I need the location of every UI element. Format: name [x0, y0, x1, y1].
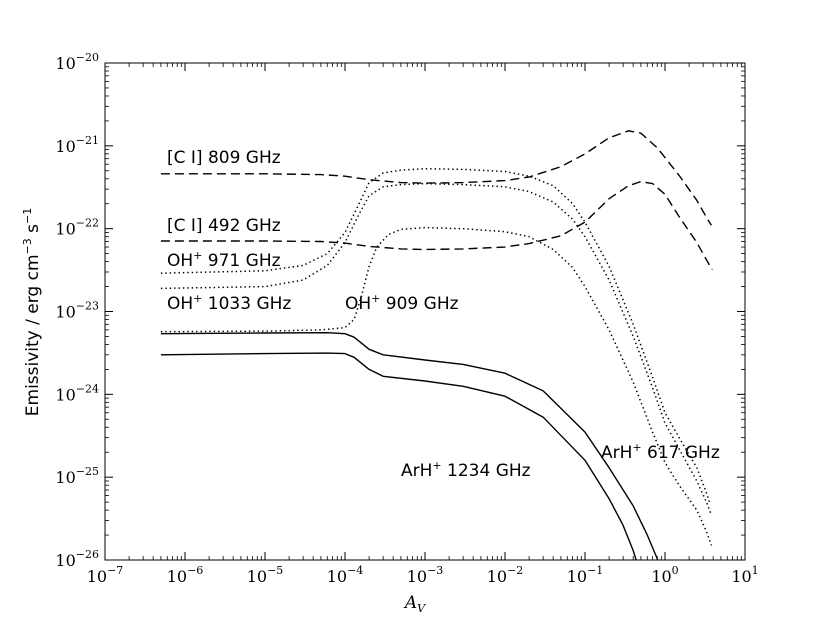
series-arh-1234-ghz [160, 352, 637, 560]
series-arh-617-ghz [160, 332, 659, 560]
y-tick-label: 10−25 [55, 465, 99, 487]
y-tick-label: 10−23 [55, 300, 99, 322]
x-tick-label: 10−4 [327, 564, 364, 586]
x-tick-label: 100 [651, 564, 678, 586]
y-tick-label: 10−21 [55, 134, 99, 156]
y-tick-label: 10−22 [55, 217, 99, 239]
plot-area [105, 63, 745, 560]
annotation-oh1033: OH+ 1033 GHz [167, 292, 291, 314]
x-tick-label: 10−7 [87, 564, 124, 586]
annotation-arh617: ArH+ 617 GHz [601, 441, 720, 463]
x-tick-label: 101 [731, 564, 758, 586]
x-tick-label: 10−3 [407, 564, 444, 586]
y-axis-title: Emissivity / erg cm−3 s−1 [21, 208, 43, 416]
x-tick-label: 10−2 [487, 564, 524, 586]
x-tick-label: 10−6 [167, 564, 204, 586]
tick-labels: 10−7 10−6 10−5 10−4 10−3 10−2 10−1 100 101 10−26 1… [55, 51, 758, 586]
annotation-ci809: [C I] 809 GHz [167, 148, 281, 168]
annotation-oh909: OH+ 909 GHz [345, 292, 459, 314]
annotation-ci492: [C I] 492 GHz [167, 216, 281, 236]
y-tick-label: 10−20 [55, 51, 99, 73]
series-layer [160, 130, 713, 560]
annotation-arh1234: ArH+ 1234 GHz [401, 459, 531, 481]
x-tick-label: 10−5 [247, 564, 284, 586]
y-tick-label: 10−24 [55, 382, 99, 404]
x-tick-label: 10−1 [567, 564, 604, 586]
x-axis-title: AV [403, 593, 426, 615]
annotation-oh971: OH+ 971 GHz [167, 249, 281, 271]
y-tick-label: 10−26 [55, 548, 99, 570]
series-ci-809-ghz [160, 130, 712, 226]
ticks-layer [104, 62, 746, 561]
